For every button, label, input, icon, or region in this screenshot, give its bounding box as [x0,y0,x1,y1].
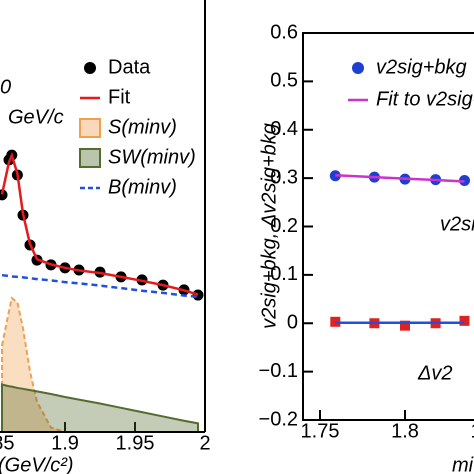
legend-label: B(minv) [108,176,177,198]
annotation: Δv2 [417,362,453,384]
legend-label: Fit to v2sig- [376,88,474,110]
axis-frame [302,32,474,421]
x-tick-label: 1.8 [391,420,419,442]
x-tick-label: 1.85 [471,420,474,442]
x-tick-label: 1.95 [116,432,155,454]
x-tick-label: 1.75 [301,420,340,442]
legend-marker [352,62,364,74]
y-tick-label: −0.2 [259,408,298,430]
data-point [192,289,204,301]
y-tick-label: 0.6 [270,21,298,43]
legend-label: v2sig+bkg [376,56,467,78]
right-panel: 1.75 1.8 1.85 −0.2 −0.1 0 0.1 0.2 0.3 0.4 0.5 0.6 mi… [258,21,474,474]
x-axis-label: mi [452,454,474,474]
legend-label: Data [108,56,151,78]
annotation: 0 [0,76,11,98]
legend-label: SW(minv) [108,146,196,168]
x-tick-label: 2 [199,432,210,454]
y-tick-label: 0.5 [270,70,298,92]
legend-marker [84,62,96,74]
y-tick-label: 0.4 [270,118,298,140]
series-area [0,383,199,432]
y-tick-label: −0.1 [259,360,298,382]
legend-marker [79,148,101,168]
plot-area [329,170,470,331]
data-point [400,320,410,331]
y-tick-label: 0 [287,312,298,334]
annotation: GeV/c [8,106,64,128]
series-line [1,273,199,299]
plot-area [0,149,204,432]
y-tick-label: 0.3 [270,166,298,188]
series-area [1,296,198,432]
x-axis-label: (GeV/c²) [0,454,74,474]
series-line [0,151,199,296]
y-tick-label: 0.2 [270,215,298,237]
annotation: v2sig [440,213,474,235]
legend-marker [79,118,101,138]
y-tick-label: 0.1 [270,263,298,285]
data-point [459,315,470,326]
series-line [335,173,465,183]
legend-label: S(minv) [108,116,177,138]
left-panel: 1.85 1.9 1.95 2 (GeV/c²) 0 GeV/c Data Fit S(minv)… [0,56,211,474]
x-tick-label: 1.85 [0,432,14,454]
y-axis-label: v2sig+bkg, Δv2sig+bkg [258,123,280,329]
x-tick-label: 1.9 [51,432,79,454]
legend-label: Fit [108,86,131,108]
